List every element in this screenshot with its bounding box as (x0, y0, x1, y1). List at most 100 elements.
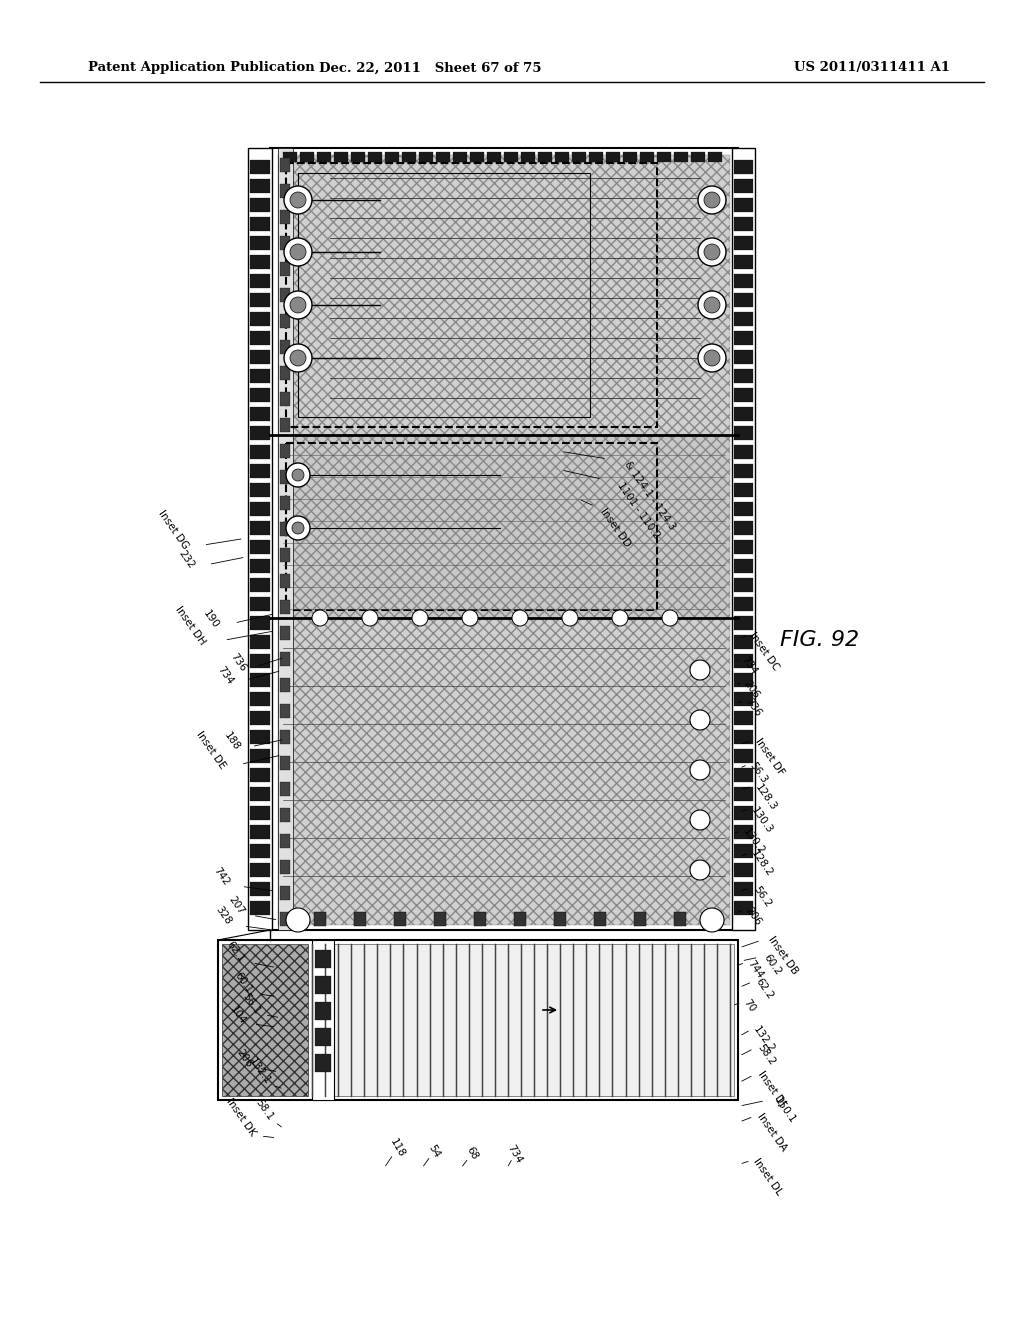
Bar (734, 730, 753, 744)
Circle shape (690, 660, 710, 680)
Bar (315, 975, 331, 994)
Bar (280, 652, 290, 667)
Bar (734, 331, 753, 345)
Bar (280, 158, 290, 172)
Bar (250, 578, 270, 591)
Bar (606, 152, 620, 162)
Bar (434, 912, 446, 927)
Bar (248, 148, 272, 931)
Bar (402, 152, 416, 162)
Circle shape (284, 186, 312, 214)
Bar (280, 756, 290, 770)
Bar (250, 768, 270, 781)
Circle shape (286, 516, 310, 540)
Circle shape (705, 297, 720, 313)
Text: 62.1: 62.1 (224, 939, 246, 964)
Bar (732, 148, 755, 931)
Circle shape (562, 610, 578, 626)
Bar (280, 548, 290, 562)
Circle shape (705, 244, 720, 260)
Text: 130.3: 130.3 (750, 805, 775, 836)
Text: 60.1: 60.1 (232, 970, 254, 995)
Bar (280, 678, 290, 692)
Bar (250, 293, 270, 308)
Bar (474, 912, 486, 927)
Bar (470, 152, 484, 162)
Bar (280, 808, 290, 822)
Bar (280, 834, 290, 847)
Bar (555, 152, 569, 162)
Bar (280, 183, 290, 198)
Text: 736: 736 (743, 697, 763, 719)
Text: Inset DF: Inset DF (754, 737, 786, 777)
Text: 742: 742 (212, 865, 231, 887)
Bar (504, 152, 518, 162)
Bar (734, 198, 753, 213)
Bar (538, 152, 552, 162)
Bar (734, 216, 753, 231)
Bar (280, 366, 290, 380)
Bar (250, 882, 270, 896)
Bar (419, 152, 433, 162)
Text: & 124.1 - 124.3: & 124.1 - 124.3 (623, 459, 678, 532)
Bar (250, 540, 270, 554)
Bar (250, 255, 270, 269)
Bar (734, 370, 753, 383)
Bar (250, 502, 270, 516)
Circle shape (286, 908, 310, 932)
Bar (734, 787, 753, 801)
Bar (314, 912, 326, 927)
Text: Inset DH: Inset DH (173, 605, 207, 647)
Bar (734, 407, 753, 421)
Bar (250, 426, 270, 440)
Bar (394, 912, 406, 927)
Circle shape (690, 810, 710, 830)
Circle shape (292, 469, 304, 480)
Bar (250, 275, 270, 288)
Bar (634, 912, 646, 927)
Text: 58.1: 58.1 (254, 1097, 275, 1122)
Bar (250, 216, 270, 231)
Bar (734, 255, 753, 269)
Circle shape (698, 290, 726, 319)
Bar (286, 444, 656, 610)
Bar (300, 152, 314, 162)
Bar (734, 521, 753, 535)
Bar (250, 902, 270, 915)
Bar (734, 426, 753, 440)
Bar (250, 748, 270, 763)
Bar (734, 711, 753, 725)
Text: Inset DD: Inset DD (598, 507, 632, 549)
Bar (286, 162, 656, 426)
Bar (250, 180, 270, 193)
Text: 734: 734 (506, 1143, 524, 1164)
Text: 188: 188 (222, 730, 242, 752)
Bar (250, 692, 270, 706)
Bar (250, 407, 270, 421)
Bar (280, 261, 290, 276)
Circle shape (512, 610, 528, 626)
Circle shape (412, 610, 428, 626)
Bar (554, 912, 566, 927)
Circle shape (290, 297, 306, 313)
Bar (280, 418, 290, 432)
Bar (280, 704, 290, 718)
Circle shape (690, 861, 710, 880)
Circle shape (290, 244, 306, 260)
Bar (250, 236, 270, 249)
Bar (734, 388, 753, 403)
Text: 1101 - 110.2: 1101 - 110.2 (615, 480, 662, 540)
Bar (280, 626, 290, 640)
Bar (734, 616, 753, 630)
Bar (280, 730, 290, 744)
Bar (734, 160, 753, 174)
Text: 104: 104 (228, 1005, 248, 1026)
Bar (280, 236, 290, 249)
Bar (278, 618, 730, 925)
Bar (250, 160, 270, 174)
Bar (250, 635, 270, 649)
Text: 60.2: 60.2 (762, 953, 783, 978)
Text: 734: 734 (739, 655, 759, 677)
Text: 68: 68 (465, 1146, 479, 1162)
Circle shape (662, 610, 678, 626)
